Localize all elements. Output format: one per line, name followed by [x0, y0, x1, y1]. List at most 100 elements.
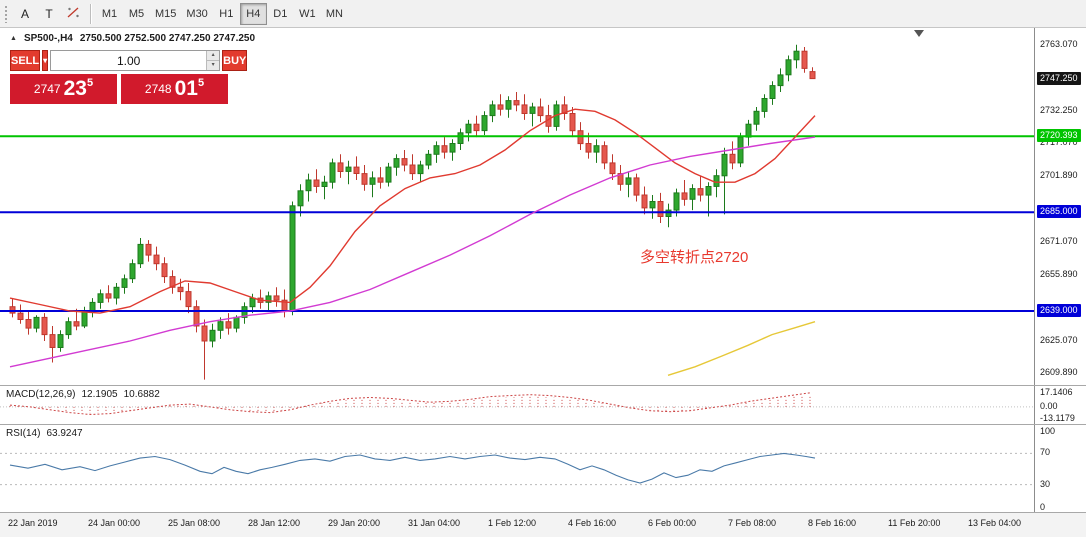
chart-title: ▲ SP500-,H4 2750.500 2752.500 2747.250 2… — [10, 33, 255, 44]
candle — [537, 106, 544, 117]
rsi-axis-label: 70 — [1040, 447, 1051, 458]
candle — [777, 74, 784, 87]
time-axis-label: 7 Feb 08:00 — [728, 518, 777, 528]
fibonacci-tool-button[interactable] — [61, 3, 85, 25]
timeframe-button-m1[interactable]: M1 — [96, 3, 123, 25]
time-axis[interactable]: 22 Jan 2019 24 Jan 00:00 25 Jan 08:00 28 Ja… — [0, 512, 1086, 537]
candle — [569, 113, 576, 132]
rsi-value: 63.9247 — [46, 428, 83, 439]
time-axis-label: 22 Jan 2019 — [8, 518, 58, 528]
price-tick-label: 2655.890 — [1040, 268, 1078, 279]
candle — [657, 201, 664, 217]
macd-indicator-chart[interactable] — [0, 386, 1035, 424]
candle — [321, 181, 328, 187]
timeframe-button-m15[interactable]: M15 — [150, 3, 181, 25]
annotations-tool-button[interactable]: A — [13, 3, 37, 25]
candle — [433, 145, 440, 155]
candle — [81, 310, 88, 327]
time-axis-label: 13 Feb 04:00 — [968, 518, 1022, 528]
toolbar-grip[interactable] — [4, 4, 9, 23]
buy-button[interactable]: BUY — [222, 50, 248, 71]
timeframe-button-m5[interactable]: M5 — [123, 3, 150, 25]
candle — [809, 71, 816, 80]
time-axis-label: 24 Jan 00:00 — [88, 518, 141, 528]
candle — [561, 104, 568, 115]
price-tick-label: 2609.890 — [1040, 367, 1078, 378]
rsi-indicator-chart[interactable] — [0, 425, 1035, 512]
candle — [73, 321, 80, 327]
macd-axis-label: 0.00 — [1040, 400, 1058, 411]
price-tick-label: 2625.070 — [1040, 334, 1078, 345]
candle — [41, 316, 48, 336]
time-axis-label: 25 Jan 08:00 — [168, 518, 221, 528]
candle — [297, 190, 304, 207]
chart-shift-marker-icon[interactable] — [914, 30, 924, 37]
price-tick-label: 2763.070 — [1040, 38, 1078, 49]
toolbar-separator — [90, 3, 91, 24]
top-toolbar: A T M1 M5 M15 M30 H1 H4 D1 W1 MN — [0, 0, 1086, 28]
candle — [625, 177, 632, 185]
timeframe-button-w1[interactable]: W1 — [294, 3, 321, 25]
candlestick-chart[interactable] — [0, 28, 1035, 385]
sell-button[interactable]: SELL — [10, 50, 41, 71]
candle — [665, 209, 672, 218]
macd-label: MACD(12,26,9) 12.1905 10.6882 — [6, 389, 160, 400]
volume-decrease-button[interactable]: ▾ — [207, 61, 220, 70]
macd-axis[interactable]: 17.1406 0.00 -13.1179 — [1036, 386, 1086, 424]
candle — [801, 50, 808, 69]
candle — [161, 263, 168, 278]
volume-increase-button[interactable]: ▴ — [207, 51, 220, 61]
symbol-marker-icon: ▲ — [10, 35, 17, 42]
candle — [169, 276, 176, 288]
trade-options-dropdown[interactable]: ▾ — [42, 50, 49, 71]
candle — [249, 297, 256, 308]
candle — [113, 286, 120, 299]
timeframe-button-mn[interactable]: MN — [321, 3, 348, 25]
timeframe-button-d1[interactable]: D1 — [267, 3, 294, 25]
time-axis-label: 8 Feb 16:00 — [808, 518, 857, 528]
text-tool-button[interactable]: T — [37, 3, 61, 25]
candle — [633, 177, 640, 196]
candle — [745, 123, 752, 138]
macd-main-value: 12.1905 — [81, 389, 118, 400]
ask-price[interactable]: 2748 01 5 — [121, 74, 228, 104]
candle — [393, 158, 400, 168]
candle — [441, 145, 448, 153]
price-tick-label: 2671.070 — [1040, 236, 1078, 247]
ask-point-digit: 5 — [197, 77, 205, 89]
candle — [97, 293, 104, 303]
timeframe-button-m30[interactable]: M30 — [181, 3, 212, 25]
candle — [409, 164, 416, 175]
ma-fast-red-line — [9, 108, 816, 314]
candle — [137, 243, 144, 265]
candle — [641, 194, 648, 209]
candle — [57, 334, 64, 349]
candle — [697, 188, 704, 196]
candle — [721, 153, 728, 177]
ma-long-yellow-line — [667, 321, 816, 376]
candle — [465, 123, 472, 134]
volume-field: ▴ ▾ — [50, 50, 221, 71]
candle — [313, 179, 320, 187]
price-axis[interactable]: 2763.070 2732.250 2717.070 2701.890 2671.070… — [1036, 28, 1086, 385]
candle — [713, 175, 720, 187]
candle — [793, 50, 800, 61]
candle — [353, 166, 360, 175]
candle — [425, 153, 432, 166]
chart-annotation-text: 多空转折点2720 — [640, 249, 749, 266]
moving-averages-layer — [9, 108, 816, 376]
timeframe-button-h4[interactable]: H4 — [239, 2, 267, 25]
timeframe-button-h1[interactable]: H1 — [213, 3, 240, 25]
volume-input[interactable] — [51, 51, 207, 70]
chart-ohlc-values: 2750.500 2752.500 2747.250 2747.250 — [79, 33, 256, 44]
fibonacci-icon — [67, 7, 79, 17]
bid-price[interactable]: 2747 23 5 — [10, 74, 117, 104]
candle — [65, 321, 72, 336]
candle — [9, 306, 16, 314]
time-axis-label: 31 Jan 04:00 — [408, 518, 461, 528]
candle — [329, 162, 336, 183]
rsi-axis[interactable]: 100 70 30 0 — [1036, 425, 1086, 512]
price-tick-label: 2732.250 — [1040, 104, 1078, 115]
candle — [457, 132, 464, 145]
candle — [17, 312, 24, 321]
